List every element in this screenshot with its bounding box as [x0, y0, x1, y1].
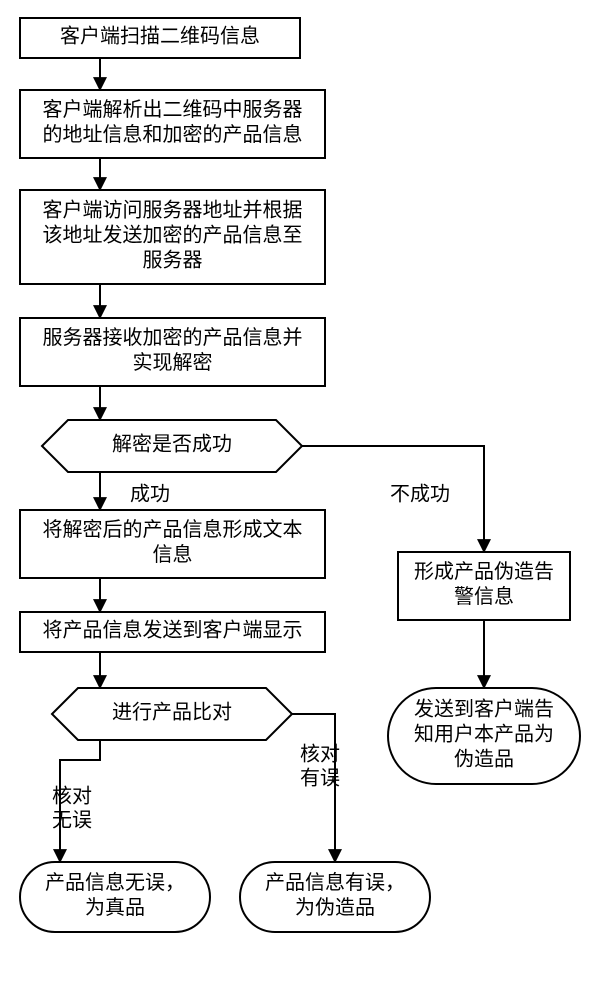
node-text: 为真品	[85, 896, 145, 919]
node-text: 客户端解析出二维码中服务器	[43, 98, 303, 121]
node-text: 服务器	[143, 249, 203, 272]
edge-label: 无误	[52, 810, 92, 832]
edge-label: 核对	[300, 743, 340, 766]
node-text: 客户端访问服务器地址并根据	[43, 199, 303, 222]
node-text: 产品信息有误，	[265, 871, 405, 894]
node-text: 服务器接收加密的产品信息并	[43, 326, 303, 349]
edge-label: 成功	[130, 483, 170, 506]
node-text: 形成产品伪造告	[414, 560, 554, 583]
node-text: 客户端扫描二维码信息	[60, 25, 260, 48]
node-text: 将解密后的产品信息形成文本	[43, 518, 303, 541]
node-text: 知用户本产品为	[414, 723, 554, 746]
node-text: 伪造品	[454, 748, 514, 771]
edge-label: 核对	[52, 785, 92, 808]
node-text: 产品信息无误，	[45, 871, 185, 894]
node-text: 该地址发送加密的产品信息至	[43, 224, 303, 247]
node-text: 发送到客户端告	[414, 698, 554, 721]
node-text: 的地址信息和加密的产品信息	[43, 123, 303, 146]
node-text: 进行产品比对	[112, 701, 232, 724]
node-text: 警信息	[454, 585, 514, 608]
node-text: 解密是否成功	[112, 433, 232, 456]
edge-label: 有误	[300, 767, 340, 790]
node-text: 实现解密	[133, 351, 213, 374]
node-text: 为伪造品	[295, 896, 375, 919]
node-text: 将产品信息发送到客户端显示	[43, 619, 303, 642]
edge-label: 不成功	[390, 483, 450, 506]
node-text: 信息	[153, 543, 193, 566]
